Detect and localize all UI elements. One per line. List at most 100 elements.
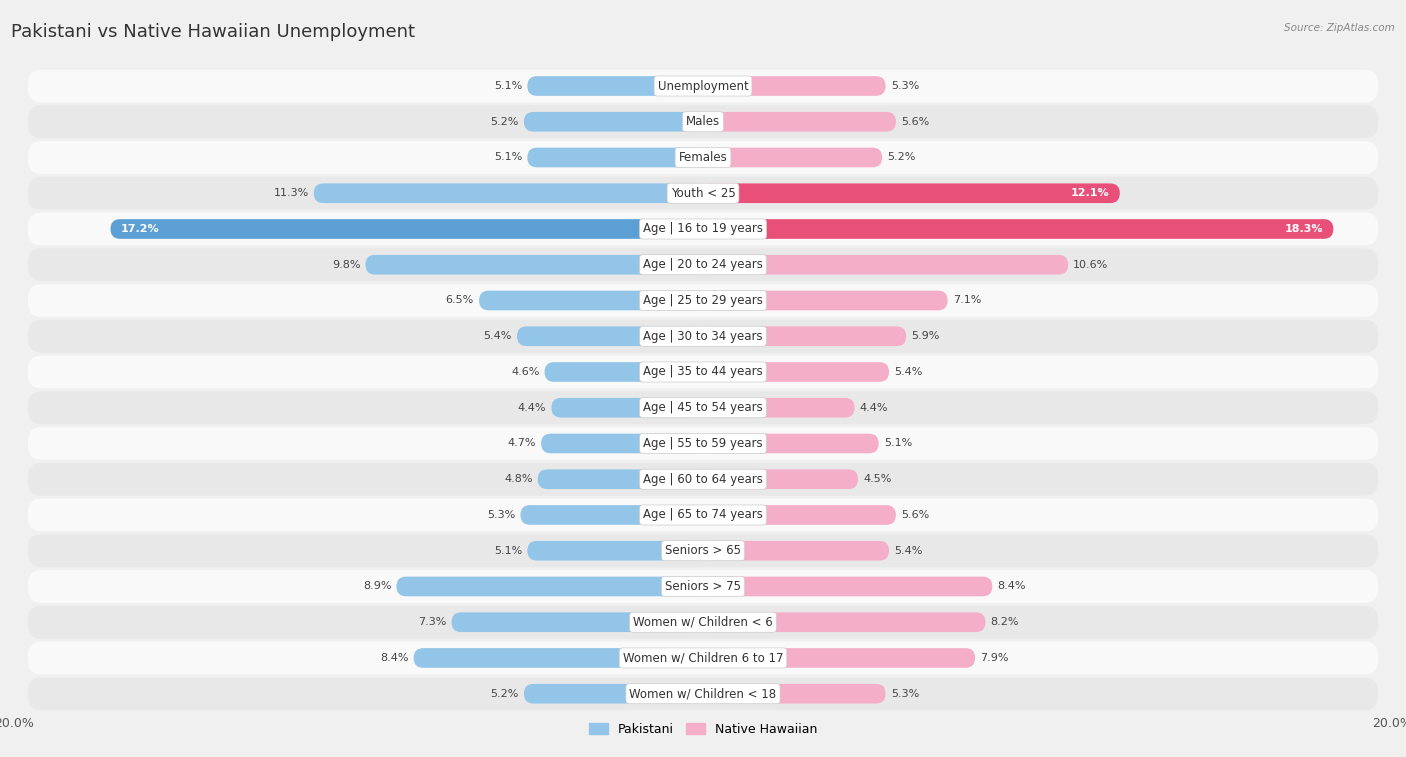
- Text: Age | 16 to 19 years: Age | 16 to 19 years: [643, 223, 763, 235]
- Text: Pakistani vs Native Hawaiian Unemployment: Pakistani vs Native Hawaiian Unemploymen…: [11, 23, 415, 41]
- Text: 5.9%: 5.9%: [911, 332, 939, 341]
- FancyBboxPatch shape: [703, 648, 976, 668]
- FancyBboxPatch shape: [537, 469, 703, 489]
- FancyBboxPatch shape: [396, 577, 703, 597]
- Text: Age | 45 to 54 years: Age | 45 to 54 years: [643, 401, 763, 414]
- FancyBboxPatch shape: [28, 177, 1378, 210]
- Text: 5.3%: 5.3%: [891, 81, 920, 91]
- Text: 8.2%: 8.2%: [991, 617, 1019, 628]
- Text: Age | 65 to 74 years: Age | 65 to 74 years: [643, 509, 763, 522]
- FancyBboxPatch shape: [479, 291, 703, 310]
- FancyBboxPatch shape: [703, 76, 886, 96]
- FancyBboxPatch shape: [28, 105, 1378, 139]
- Text: 5.1%: 5.1%: [494, 152, 522, 163]
- FancyBboxPatch shape: [28, 319, 1378, 353]
- FancyBboxPatch shape: [28, 570, 1378, 603]
- FancyBboxPatch shape: [527, 76, 703, 96]
- Legend: Pakistani, Native Hawaiian: Pakistani, Native Hawaiian: [583, 718, 823, 740]
- FancyBboxPatch shape: [28, 284, 1378, 317]
- FancyBboxPatch shape: [28, 427, 1378, 460]
- FancyBboxPatch shape: [703, 220, 1333, 238]
- FancyBboxPatch shape: [524, 112, 703, 132]
- Text: 10.6%: 10.6%: [1073, 260, 1108, 269]
- Text: 7.9%: 7.9%: [980, 653, 1008, 663]
- FancyBboxPatch shape: [703, 255, 1069, 275]
- Text: 8.4%: 8.4%: [997, 581, 1026, 591]
- Text: 5.4%: 5.4%: [894, 546, 922, 556]
- Text: Age | 25 to 29 years: Age | 25 to 29 years: [643, 294, 763, 307]
- FancyBboxPatch shape: [524, 684, 703, 703]
- FancyBboxPatch shape: [703, 505, 896, 525]
- FancyBboxPatch shape: [703, 398, 855, 418]
- Text: 8.9%: 8.9%: [363, 581, 391, 591]
- Text: 5.6%: 5.6%: [901, 510, 929, 520]
- Text: 5.4%: 5.4%: [484, 332, 512, 341]
- FancyBboxPatch shape: [28, 70, 1378, 102]
- FancyBboxPatch shape: [28, 534, 1378, 567]
- FancyBboxPatch shape: [551, 398, 703, 418]
- Text: 4.8%: 4.8%: [503, 474, 533, 484]
- FancyBboxPatch shape: [314, 183, 703, 203]
- FancyBboxPatch shape: [703, 469, 858, 489]
- FancyBboxPatch shape: [703, 112, 896, 132]
- Text: 4.4%: 4.4%: [859, 403, 889, 413]
- Text: Women w/ Children < 18: Women w/ Children < 18: [630, 687, 776, 700]
- FancyBboxPatch shape: [527, 541, 703, 560]
- Text: 8.4%: 8.4%: [380, 653, 409, 663]
- Text: 7.3%: 7.3%: [418, 617, 446, 628]
- Text: Age | 30 to 34 years: Age | 30 to 34 years: [643, 330, 763, 343]
- FancyBboxPatch shape: [28, 606, 1378, 639]
- FancyBboxPatch shape: [28, 463, 1378, 496]
- FancyBboxPatch shape: [28, 213, 1378, 245]
- Text: Seniors > 75: Seniors > 75: [665, 580, 741, 593]
- Text: 5.3%: 5.3%: [891, 689, 920, 699]
- FancyBboxPatch shape: [703, 326, 907, 346]
- Text: Women w/ Children < 6: Women w/ Children < 6: [633, 615, 773, 629]
- Text: Age | 35 to 44 years: Age | 35 to 44 years: [643, 366, 763, 378]
- Text: 5.1%: 5.1%: [494, 81, 522, 91]
- Text: 5.3%: 5.3%: [486, 510, 515, 520]
- Text: 4.5%: 4.5%: [863, 474, 891, 484]
- FancyBboxPatch shape: [28, 641, 1378, 674]
- Text: 9.8%: 9.8%: [332, 260, 360, 269]
- FancyBboxPatch shape: [111, 220, 703, 238]
- Text: Age | 60 to 64 years: Age | 60 to 64 years: [643, 472, 763, 486]
- FancyBboxPatch shape: [451, 612, 703, 632]
- FancyBboxPatch shape: [28, 499, 1378, 531]
- Text: 5.1%: 5.1%: [884, 438, 912, 448]
- FancyBboxPatch shape: [28, 391, 1378, 424]
- FancyBboxPatch shape: [517, 326, 703, 346]
- Text: 18.3%: 18.3%: [1285, 224, 1323, 234]
- Text: 4.6%: 4.6%: [510, 367, 540, 377]
- Text: 5.2%: 5.2%: [887, 152, 915, 163]
- FancyBboxPatch shape: [703, 183, 1119, 203]
- FancyBboxPatch shape: [544, 362, 703, 382]
- Text: 4.4%: 4.4%: [517, 403, 547, 413]
- Text: 5.4%: 5.4%: [894, 367, 922, 377]
- FancyBboxPatch shape: [703, 612, 986, 632]
- FancyBboxPatch shape: [703, 148, 882, 167]
- FancyBboxPatch shape: [527, 148, 703, 167]
- Text: 7.1%: 7.1%: [953, 295, 981, 306]
- FancyBboxPatch shape: [28, 356, 1378, 388]
- Text: 4.7%: 4.7%: [508, 438, 536, 448]
- Text: Women w/ Children 6 to 17: Women w/ Children 6 to 17: [623, 652, 783, 665]
- Text: 6.5%: 6.5%: [446, 295, 474, 306]
- FancyBboxPatch shape: [703, 362, 889, 382]
- Text: 5.2%: 5.2%: [491, 689, 519, 699]
- Text: 5.2%: 5.2%: [491, 117, 519, 126]
- FancyBboxPatch shape: [520, 505, 703, 525]
- Text: Seniors > 65: Seniors > 65: [665, 544, 741, 557]
- FancyBboxPatch shape: [28, 678, 1378, 710]
- FancyBboxPatch shape: [703, 541, 889, 560]
- FancyBboxPatch shape: [28, 141, 1378, 174]
- Text: 5.1%: 5.1%: [494, 546, 522, 556]
- Text: Males: Males: [686, 115, 720, 128]
- Text: 5.6%: 5.6%: [901, 117, 929, 126]
- FancyBboxPatch shape: [703, 291, 948, 310]
- Text: Youth < 25: Youth < 25: [671, 187, 735, 200]
- FancyBboxPatch shape: [366, 255, 703, 275]
- FancyBboxPatch shape: [413, 648, 703, 668]
- FancyBboxPatch shape: [703, 577, 993, 597]
- Text: Age | 20 to 24 years: Age | 20 to 24 years: [643, 258, 763, 271]
